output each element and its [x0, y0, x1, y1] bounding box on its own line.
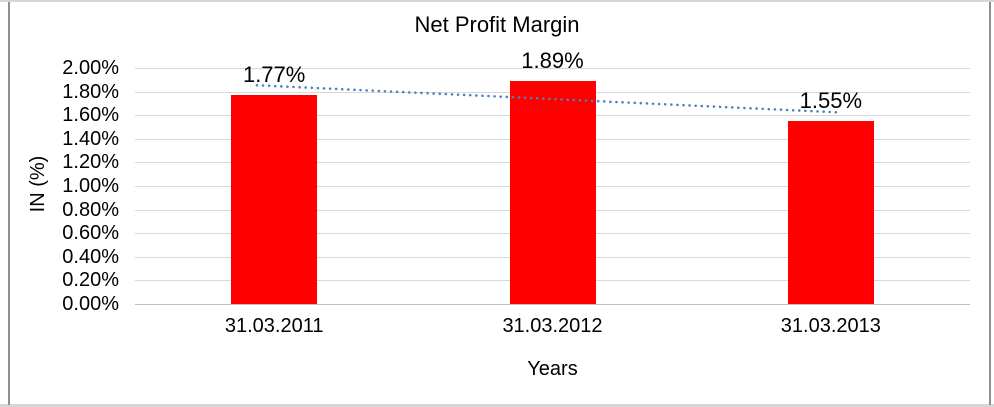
bar-31.03.2012 [509, 80, 596, 304]
bar-31.03.2011 [231, 95, 318, 304]
data-label: 1.89% [521, 47, 584, 73]
bar-31.03.2013 [787, 121, 874, 304]
x-axis-title: Years [527, 358, 578, 380]
frame-edge-bottom [0, 404, 994, 407]
data-label: 1.55% [799, 88, 863, 114]
chart-title: Net Profit Margin [414, 12, 580, 37]
y-tick-label: 1.60% [62, 104, 119, 127]
y-tick-label: 1.80% [62, 80, 119, 103]
x-tick-label: 31.03.2011 [224, 315, 324, 337]
y-tick-label: 1.40% [62, 127, 119, 150]
x-tick-label: 31.03.2013 [780, 315, 881, 337]
y-tick-label: 2.00% [62, 57, 119, 79]
y-tick-label: 0.00% [62, 293, 119, 315]
y-tick-label: 0.20% [62, 269, 119, 292]
frame-border-left [8, 2, 10, 405]
x-tick-label: 31.03.2012 [502, 315, 603, 337]
gridline [135, 68, 970, 69]
y-tick-label: 1.20% [62, 151, 119, 174]
frame-border-right [989, 2, 991, 405]
x-axis-line [135, 304, 970, 305]
plot-area [135, 68, 970, 305]
y-tick-label: 0.40% [62, 245, 119, 268]
y-tick-label: 1.00% [62, 175, 119, 197]
y-tick-label: 0.60% [62, 222, 119, 245]
frame-edge-top [0, 0, 994, 2]
data-label: 1.77% [242, 62, 306, 88]
y-tick-label: 0.80% [62, 198, 119, 221]
